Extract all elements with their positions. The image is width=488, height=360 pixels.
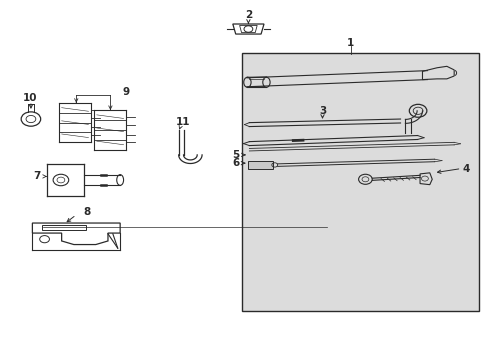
Text: 8: 8 [84, 207, 91, 217]
Text: 4: 4 [462, 163, 469, 174]
Text: 2: 2 [244, 10, 251, 20]
Text: 11: 11 [176, 117, 190, 127]
Text: 6: 6 [232, 158, 239, 168]
FancyBboxPatch shape [248, 161, 272, 169]
Text: 1: 1 [346, 38, 354, 48]
FancyBboxPatch shape [242, 53, 478, 311]
Text: 7: 7 [34, 171, 41, 181]
Text: 5: 5 [232, 150, 239, 160]
Text: 10: 10 [22, 93, 37, 103]
Text: 9: 9 [122, 87, 130, 97]
Text: 3: 3 [318, 106, 325, 116]
